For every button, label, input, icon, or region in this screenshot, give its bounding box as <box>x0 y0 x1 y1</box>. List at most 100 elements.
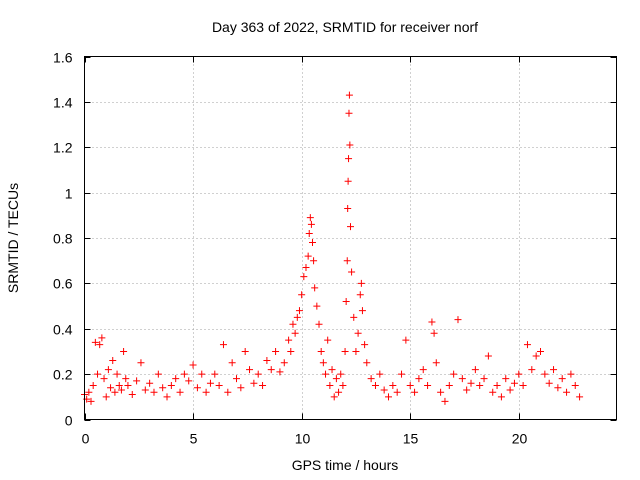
data-point <box>268 366 275 373</box>
y-tick-label: 0 <box>65 413 73 429</box>
data-point <box>352 348 359 355</box>
data-point <box>524 341 531 348</box>
data-point <box>146 380 153 387</box>
data-point <box>190 362 197 369</box>
data-point <box>358 280 365 287</box>
data-point <box>344 257 351 264</box>
data-point <box>398 371 405 378</box>
data-point <box>313 303 320 310</box>
data-point <box>359 307 366 314</box>
data-point <box>122 375 129 382</box>
tick-labels: 0 5 10 15 2000.20.40.60.811.21.41.6 <box>53 50 527 447</box>
data-point <box>308 221 315 228</box>
data-point <box>494 382 501 389</box>
data-point <box>576 393 583 400</box>
data-point <box>344 205 351 212</box>
data-point <box>485 352 492 359</box>
data-point <box>541 371 548 378</box>
data-point <box>563 389 570 396</box>
data-point <box>441 398 448 405</box>
data-point <box>292 330 299 337</box>
data-point <box>311 284 318 291</box>
data-point <box>142 387 149 394</box>
data-point <box>302 264 309 271</box>
x-axis-title: GPS time / hours <box>292 457 399 473</box>
data-point <box>415 375 422 382</box>
data-point <box>335 389 342 396</box>
data-point <box>181 371 188 378</box>
data-point <box>537 348 544 355</box>
data-point <box>572 382 579 389</box>
data-point <box>177 389 184 396</box>
data-point <box>346 141 353 148</box>
data-point <box>554 384 561 391</box>
data-point <box>372 382 379 389</box>
data-point <box>385 393 392 400</box>
data-point <box>489 389 496 396</box>
data-point <box>376 371 383 378</box>
data-point <box>431 330 438 337</box>
data-point <box>94 371 101 378</box>
data-point <box>242 348 249 355</box>
data-point <box>326 382 333 389</box>
data-point <box>263 357 270 364</box>
data-point <box>348 269 355 276</box>
data-point <box>368 375 375 382</box>
data-point <box>347 223 354 230</box>
data-point <box>363 359 370 366</box>
srmtid-chart: Day 363 of 2022, SRMTID for receiver nor… <box>0 0 640 480</box>
data-point <box>287 348 294 355</box>
x-tick-label: 10 <box>295 431 311 447</box>
data-point <box>203 389 210 396</box>
data-point <box>420 366 427 373</box>
data-point <box>463 387 470 394</box>
data-point <box>346 92 353 99</box>
data-point <box>129 391 136 398</box>
data-point <box>459 375 466 382</box>
data-point <box>329 366 336 373</box>
data-point <box>194 384 201 391</box>
data-point <box>502 375 509 382</box>
data-point <box>198 371 205 378</box>
data-point <box>476 382 483 389</box>
y-tick-label: 0.2 <box>53 367 73 383</box>
data-point <box>305 253 312 260</box>
data-point <box>428 318 435 325</box>
data-point <box>331 393 338 400</box>
data-point <box>454 316 461 323</box>
data-point <box>220 341 227 348</box>
data-point <box>511 380 518 387</box>
data-point <box>515 371 522 378</box>
data-point <box>350 314 357 321</box>
data-point <box>520 382 527 389</box>
data-point <box>402 337 409 344</box>
chart-title: Day 363 of 2022, SRMTID for receiver nor… <box>212 19 478 35</box>
data-point <box>324 337 331 344</box>
y-tick-label: 1.2 <box>53 140 73 156</box>
data-point <box>381 387 388 394</box>
data-point <box>224 389 231 396</box>
data-point <box>237 384 244 391</box>
data-point <box>114 371 121 378</box>
y-tick-label: 1 <box>65 186 73 202</box>
data-point <box>164 393 171 400</box>
data-point <box>468 380 475 387</box>
data-point <box>437 389 444 396</box>
x-tick-label: 0 <box>82 431 90 447</box>
data-point <box>101 375 108 382</box>
data-point <box>172 375 179 382</box>
data-point <box>105 366 112 373</box>
data-point <box>233 375 240 382</box>
data-point <box>343 298 350 305</box>
data-point <box>339 382 346 389</box>
data-point <box>355 330 362 337</box>
data-point <box>450 371 457 378</box>
data-point <box>342 348 349 355</box>
data-point <box>345 110 352 117</box>
data-point <box>559 375 566 382</box>
data-point <box>246 366 253 373</box>
data-point <box>567 371 574 378</box>
data-point <box>150 389 157 396</box>
data-point <box>394 389 401 396</box>
data-point <box>300 273 307 280</box>
